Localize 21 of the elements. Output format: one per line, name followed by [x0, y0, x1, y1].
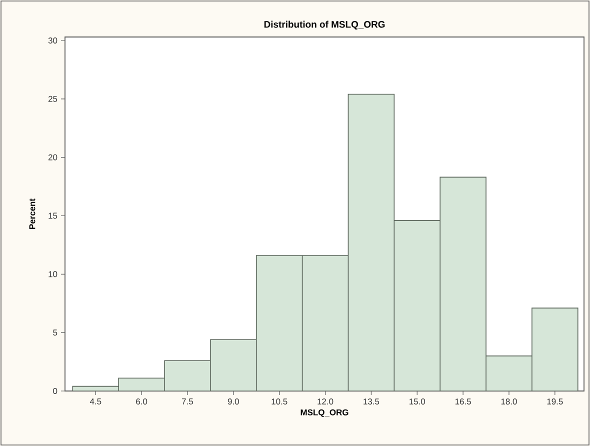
- x-tick-label: 7.5: [182, 398, 194, 404]
- y-axis-title: Percent: [29, 198, 36, 229]
- x-tick-label: 13.5: [364, 398, 380, 405]
- y-tick-label: 0: [53, 388, 58, 394]
- x-tick-label: 12.0: [318, 398, 334, 405]
- x-tick-label: 10.5: [272, 398, 288, 405]
- y-tick-label: 30: [48, 38, 58, 44]
- x-tick-label: 15.0: [410, 398, 426, 405]
- x-tick-label: 4.5: [90, 398, 102, 404]
- y-tick-label: 10: [48, 271, 58, 278]
- y-tick-label: 25: [48, 96, 58, 102]
- x-tick-label: 9.0: [228, 398, 239, 405]
- y-tick-label: 20: [48, 154, 58, 160]
- y-tick-label: 15: [48, 212, 58, 219]
- chart-title: Distribution of MSLQ_ORG: [264, 20, 385, 30]
- x-tick-label: 16.5: [455, 398, 471, 405]
- x-tick-label: 18.0: [501, 398, 517, 405]
- x-axis-title: MSLQ_ORG: [300, 409, 348, 417]
- y-tick-label: 5: [53, 330, 58, 336]
- x-tick-label: 19.5: [547, 398, 563, 405]
- x-tick-label: 6.0: [136, 398, 148, 405]
